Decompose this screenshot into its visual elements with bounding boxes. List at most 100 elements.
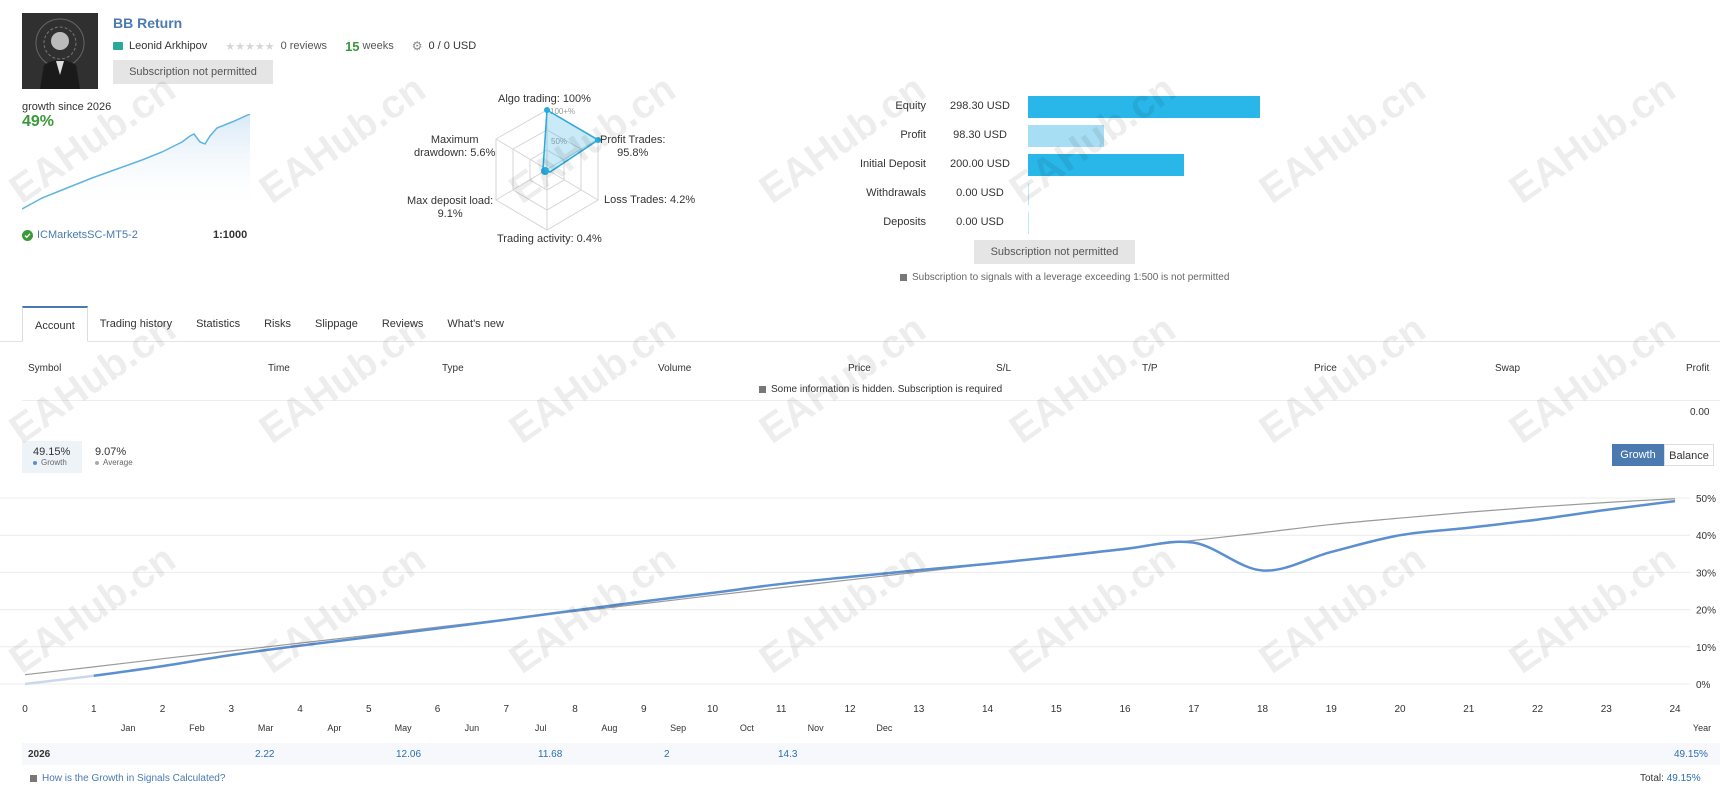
legend-average-value: 9.07% [95, 446, 127, 458]
col-header-type-2[interactable]: Type [442, 363, 464, 374]
x-tick-label-1: 1 [91, 704, 97, 715]
col-header-t-p-6[interactable]: T/P [1142, 363, 1158, 374]
tab-trading-history[interactable]: Trading history [99, 318, 173, 330]
finance-bar-0 [1028, 96, 1260, 118]
radar-label-max-drawdown: Maximum drawdown: 5.6% [414, 134, 496, 159]
year-row [22, 743, 1720, 765]
col-header-time-1[interactable]: Time [268, 363, 290, 374]
month-label-8: Sep [670, 723, 686, 733]
x-tick-label-14: 14 [982, 704, 994, 715]
radar-label-max-deposit-load: Max deposit load: 9.1% [407, 195, 494, 220]
legend-average-label: Average [103, 458, 133, 467]
month-label-3: Apr [327, 723, 341, 733]
finance-subscribe-button[interactable]: Subscription not permitted [974, 240, 1135, 264]
rating-stars-icon: ★★★★★ [225, 40, 275, 53]
month-label-6: Jul [535, 723, 547, 733]
y-tick-label-2: 20% [1696, 606, 1716, 617]
x-tick-label-8: 8 [572, 704, 578, 715]
subscribe-button[interactable]: Subscription not permitted [113, 60, 273, 84]
total-value: 49.15% [1666, 773, 1701, 784]
verified-shield-icon [22, 229, 33, 241]
subscribers-value: 0 / 0 USD [428, 40, 477, 52]
month-label-4: May [395, 723, 413, 733]
col-header-s-l-5[interactable]: S/L [996, 363, 1012, 374]
broker-name[interactable]: ICMarketsSC-MT5-2 [37, 229, 138, 241]
tabs-divider [0, 341, 1720, 342]
tab-risks[interactable]: Risks [264, 318, 291, 330]
year-value-feb: 12.06 [396, 749, 422, 760]
tab-bar: Account Trading history Statistics Risks Sli… [22, 306, 516, 342]
signal-title[interactable]: BB Return [113, 15, 183, 31]
tab-account[interactable]: Account [22, 306, 88, 342]
col-header-swap-8[interactable]: Swap [1495, 363, 1521, 374]
growth-dot-icon [33, 460, 37, 465]
radar-ring-50-label: 50% [551, 137, 567, 146]
finance-label-1: Profit [900, 129, 926, 141]
tab-slippage[interactable]: Slippage [315, 318, 358, 330]
broker-server[interactable]: ICMarketsSC-MT5-2 [22, 229, 138, 241]
x-tick-label-5: 5 [366, 704, 372, 715]
month-label-7: Aug [601, 723, 617, 733]
radar-point-profit [595, 137, 601, 143]
year-value-apr: 2 [664, 749, 670, 760]
col-header-profit-9[interactable]: Profit [1686, 363, 1710, 374]
col-header-price-4[interactable]: Price [848, 363, 871, 374]
radar-ring-100-label: 100+% [550, 107, 575, 116]
reviews-count[interactable]: 0 reviews [280, 40, 328, 52]
growth-since-label: growth since 2026 [22, 101, 112, 113]
x-tick-label-6: 6 [435, 704, 441, 715]
legend-growth-content: 49.15% Growth [33, 446, 70, 467]
growth-calc-link-text[interactable]: How is the Growth in Signals Calculated? [42, 773, 226, 784]
x-tick-label-0: 0 [22, 704, 28, 715]
legend-growth[interactable] [22, 441, 82, 473]
leverage-note: Subscription to signals with a leverage … [900, 272, 1229, 283]
info-icon [900, 274, 907, 281]
legend-growth-label: Growth [41, 458, 67, 467]
table-divider [22, 400, 1720, 401]
year-axis-label: Year [1693, 723, 1711, 733]
y-tick-label-1: 10% [1696, 643, 1716, 654]
weeks-label: weeks [362, 40, 394, 52]
radar-label-trading-activity: Trading activity: 0.4% [497, 233, 602, 245]
x-tick-label-13: 13 [913, 704, 925, 715]
total-growth: Total: 49.15% [1640, 773, 1701, 784]
year-value-jan: 2.22 [255, 749, 275, 760]
toggle-growth-button[interactable]: Growth [1612, 444, 1664, 466]
year-total: 49.15% [1674, 749, 1708, 760]
growth-calc-link[interactable]: How is the Growth in Signals Calculated? [30, 773, 225, 784]
finance-value-3: 0.00 USD [956, 187, 1004, 199]
x-tick-label-10: 10 [707, 704, 719, 715]
tab-statistics[interactable]: Statistics [196, 318, 241, 330]
legend-average[interactable]: 9.07% Average [95, 446, 133, 467]
toggle-balance-button[interactable]: Balance [1664, 444, 1714, 466]
x-tick-label-21: 21 [1463, 704, 1475, 715]
author-avatar[interactable] [22, 13, 98, 89]
month-label-0: Jan [121, 723, 136, 733]
author-name[interactable]: Leonid Arkhipov [129, 40, 208, 52]
watermark-text-11: EAHub.cn [1002, 307, 1184, 453]
tab-what-s-new[interactable]: What's new [447, 318, 504, 330]
finance-value-1: 98.30 USD [953, 129, 1007, 141]
growth-value: 49% [22, 113, 55, 130]
tab-reviews[interactable]: Reviews [381, 318, 424, 330]
average-dot-icon [95, 460, 99, 465]
col-header-volume-3[interactable]: Volume [658, 363, 692, 374]
x-tick-label-7: 7 [503, 704, 509, 715]
mini-growth-line [22, 114, 251, 210]
radar-label-loss-trades: Loss Trades: 4.2% [604, 194, 696, 206]
watermark-text-12: EAHub.cn [1252, 307, 1434, 453]
mini-growth-chart [22, 114, 251, 212]
finance-bar-3 [1028, 183, 1029, 205]
col-header-symbol-0[interactable]: Symbol [28, 363, 62, 374]
leverage-note-text: Subscription to signals with a leverage … [912, 272, 1230, 283]
finance-value-2: 200.00 USD [950, 158, 1010, 170]
finance-label-4: Deposits [883, 216, 926, 228]
finance-label-2: Initial Deposit [859, 158, 926, 170]
x-tick-label-17: 17 [1188, 704, 1200, 715]
month-label-11: Dec [876, 723, 893, 733]
weeks-count: 15 [345, 38, 360, 54]
watermark-text-10: EAHub.cn [752, 307, 934, 453]
x-tick-label-12: 12 [844, 704, 856, 715]
finance-bar-1 [1028, 125, 1104, 147]
col-header-price-7[interactable]: Price [1314, 363, 1337, 374]
